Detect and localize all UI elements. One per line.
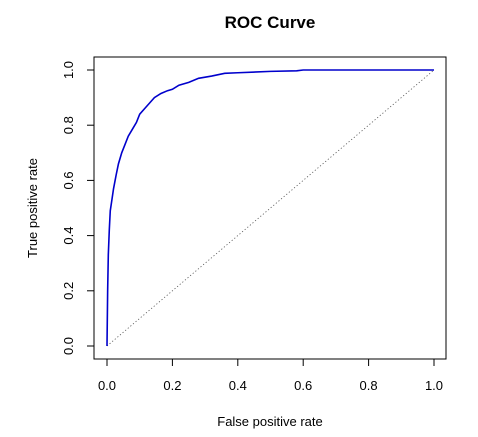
y-tick-label: 0.8 — [61, 116, 76, 134]
x-axis-label: False positive rate — [217, 414, 323, 429]
x-tick-label: 0.6 — [294, 378, 312, 393]
x-tick-label: 0.4 — [229, 378, 247, 393]
x-tick-label: 0.2 — [163, 378, 181, 393]
y-tick-label: 0.0 — [61, 337, 76, 355]
x-axis: 0.0 0.2 0.4 0.6 0.8 1.0 — [98, 358, 443, 393]
y-tick-label: 0.6 — [61, 171, 76, 189]
y-tick-label: 1.0 — [61, 61, 76, 79]
plot-frame — [93, 56, 447, 360]
x-tick-label: 0.8 — [360, 378, 378, 393]
roc-curve-series — [106, 69, 434, 347]
reference-diagonal-line — [106, 69, 435, 347]
y-tick-label: 0.4 — [61, 227, 76, 245]
x-tick-label: 0.0 — [98, 378, 116, 393]
y-tick-label: 0.2 — [61, 282, 76, 300]
y-axis: 0.0 0.2 0.4 0.6 0.8 1.0 — [61, 61, 95, 355]
chart-title: ROC Curve — [225, 13, 316, 32]
y-axis-label: True positive rate — [25, 158, 40, 258]
x-tick-label: 1.0 — [425, 378, 443, 393]
